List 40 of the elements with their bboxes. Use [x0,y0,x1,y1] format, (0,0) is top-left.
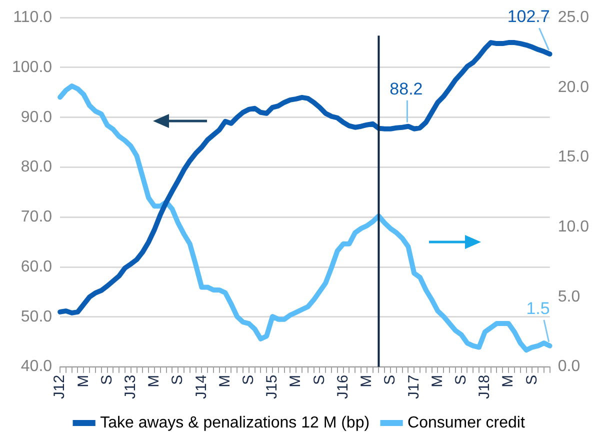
y2-tick-label: 0.0 [558,358,580,376]
x-tick-label: S [310,374,328,385]
x-tick-label: J15 [264,374,281,400]
x-tick-label: M [358,374,376,388]
x-tick-label: J14 [192,374,210,400]
x-tick-label: M [500,374,517,388]
y-tick-label: 110.0 [13,9,52,26]
x-tick-label: S [169,374,186,385]
x-tick-label: M [74,374,92,388]
x-tick-label: J12 [51,374,68,400]
x-tick-label: M [146,374,163,388]
y2-tick-label: 25.0 [558,9,590,26]
x-tick-label: M [287,374,304,388]
x-tick-label: J16 [334,374,352,400]
y2-tick-label: 5.0 [558,288,580,306]
y-tick-label: 70.0 [20,208,52,226]
x-tick-label: J18 [476,374,494,400]
x-tick-label: S [523,374,540,385]
data-label: 102.7 [507,7,550,26]
y2-tick-label: 15.0 [558,148,590,166]
y-tick-label: 60.0 [20,258,52,276]
x-tick-label: S [382,374,399,385]
data-label: 1.5 [526,298,550,318]
x-tick-label: S [452,374,470,385]
x-tick-label: M [428,374,446,388]
x-tick-label: S [240,374,258,385]
y2-tick-label: 20.0 [558,78,590,96]
x-tick-label: S [98,374,116,385]
x-tick-label: J17 [405,374,422,400]
x-tick-label: J13 [122,374,139,400]
data-label: 88.2 [390,79,423,98]
legend-label: Consumer credit [408,414,526,432]
y2-tick-label: 10.0 [558,218,590,236]
y-tick-label: 80.0 [20,158,52,176]
legend-label: Take aways & penalizations 12 M (bp) [100,414,370,432]
y-tick-label: 50.0 [20,308,52,326]
y-tick-label: 40.0 [20,358,52,376]
y-tick-label: 90.0 [20,108,52,126]
x-tick-label: M [216,374,234,388]
y-tick-label: 100.0 [12,58,52,76]
